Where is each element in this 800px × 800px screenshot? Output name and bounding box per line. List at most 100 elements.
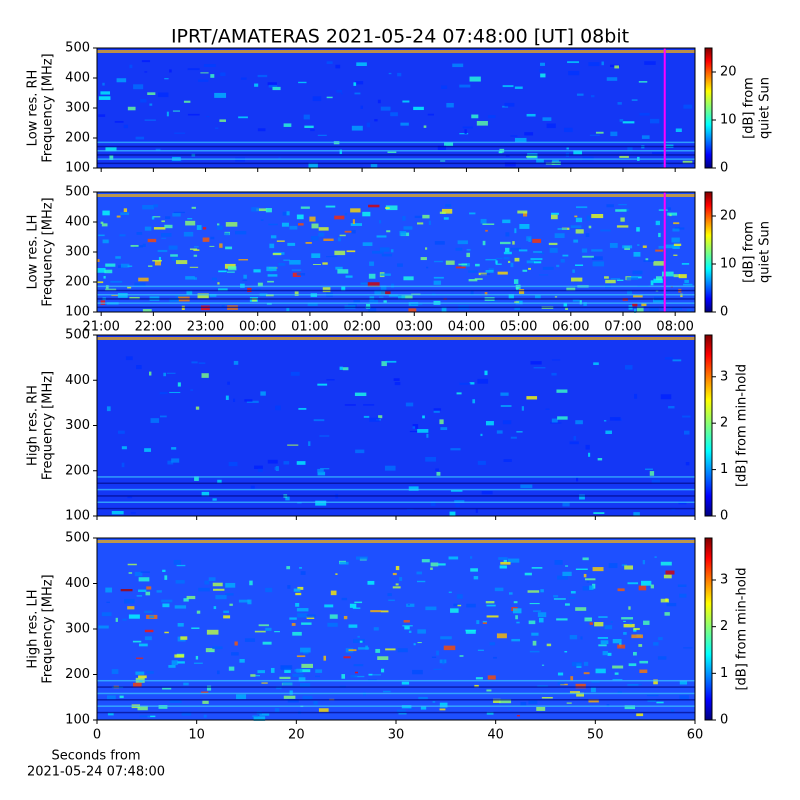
spectrogram-patch [195, 406, 200, 410]
spectrogram-patch [204, 580, 210, 585]
spectrogram-patch [189, 248, 198, 250]
spectrogram-patch [576, 93, 584, 96]
y-tick-label: 100 [65, 509, 90, 524]
spectrogram-patch [238, 259, 248, 261]
spectrogram-patch [428, 220, 431, 226]
spectrogram-patch [329, 614, 338, 619]
colorbar-tick-label: 0 [720, 713, 728, 728]
spectrogram-patch [576, 692, 584, 697]
spectrogram-patch [588, 225, 592, 229]
spectrogram-patch [149, 103, 153, 106]
spectrogram-patch [173, 211, 185, 214]
spectrogram-patch [378, 296, 384, 298]
spectrogram-patch [210, 74, 215, 78]
spectrogram-patch [609, 242, 618, 248]
spectrogram-patch [257, 282, 263, 287]
spectrogram-patch [363, 415, 370, 418]
spectrogram-patch [593, 512, 605, 515]
spectrogram-band [97, 162, 695, 165]
spectrogram-patch [591, 256, 603, 261]
spectrogram-patch [538, 617, 544, 623]
spectrogram-patch [107, 695, 116, 700]
spectrogram-patch [100, 91, 111, 95]
spectrogram-patch [221, 305, 225, 307]
spectrogram-patch [433, 260, 444, 263]
spectrogram-patch [185, 276, 195, 280]
spectrogram-patch [583, 672, 590, 675]
spectrogram-band [97, 679, 695, 682]
spectrogram-patch [318, 708, 329, 713]
spectrogram-patch [169, 69, 172, 73]
spectrogram-patch [341, 286, 346, 291]
spectrogram-patch [339, 561, 349, 565]
spectrogram-patch [348, 624, 358, 628]
spectrogram-patch [111, 510, 124, 515]
spectrogram-patch [673, 243, 682, 246]
y-tick-label: 200 [65, 463, 90, 478]
spectrogram-patch [440, 160, 446, 162]
spectrogram-patch [153, 216, 161, 218]
spectrogram-patch [142, 205, 154, 210]
spectrogram-patch [325, 205, 336, 208]
spectrogram-patch [682, 160, 693, 164]
spectrogram-patch [533, 251, 543, 253]
spectrogram-patch [205, 648, 215, 653]
spectrogram-patch [398, 295, 406, 300]
spectrogram-patch [597, 458, 603, 461]
spectrogram-patch [627, 683, 639, 686]
spectrogram-patch [583, 302, 587, 306]
spectrogram-patch [502, 219, 511, 224]
spectrogram-patch [285, 496, 290, 501]
spectrogram-patch [169, 699, 182, 703]
spectrogram-patch [212, 498, 217, 501]
spectrogram-patch [683, 430, 690, 435]
spectrogram-patch [665, 244, 675, 249]
spectrogram-patch [338, 237, 341, 242]
spectrogram-patch [622, 121, 635, 124]
spectrogram-patch [286, 211, 290, 216]
spectrogram-patch [575, 568, 588, 571]
spectrogram-patch [540, 73, 546, 78]
spectrogram-patch [569, 691, 580, 694]
spectrogram-patch [475, 677, 483, 680]
spectrogram-patch [340, 93, 343, 95]
spectrogram-patch [576, 477, 579, 482]
spectrogram-patch [344, 212, 348, 216]
spectrogram-patch [533, 610, 541, 612]
spectrogram-patch [369, 261, 374, 266]
spectrogram-patch [236, 694, 247, 700]
spectrogram-patch [228, 666, 235, 671]
spectrogram-patch [643, 260, 654, 262]
spectrogram-patch [322, 287, 331, 293]
spectrogram-patch [251, 297, 257, 302]
spectrogram-patch [431, 656, 437, 658]
spectrogram-patch [298, 407, 307, 410]
spectrogram-patch [540, 62, 546, 66]
spectrogram-patch [174, 654, 184, 658]
spectrogram-patch [654, 556, 657, 558]
spectrogram-patch [672, 359, 682, 362]
spectrogram-patch [128, 572, 133, 574]
spectrogram-patch [135, 671, 145, 675]
spectrogram-patch [660, 394, 672, 400]
spectrogram-patch [311, 223, 319, 229]
spectrogram-patch [125, 356, 133, 361]
spectrogram-patch [575, 217, 583, 223]
spectrogram-band [97, 507, 695, 510]
spectrogram-patch [503, 257, 510, 260]
spectrogram-patch [265, 208, 272, 213]
spectrogram-patch [554, 560, 563, 565]
spectrogram-patch [653, 642, 659, 646]
spectrogram-patch [473, 576, 479, 580]
spectrogram-patch [514, 86, 523, 89]
spectrogram-patch [516, 431, 523, 433]
spectrogram-patch [665, 570, 675, 575]
spectrogram-patch [653, 278, 663, 283]
spectrogram-patch [423, 125, 427, 128]
spectrogram-patch [140, 99, 147, 103]
spectrogram-patch [149, 371, 152, 376]
spectrogram-patch [157, 92, 169, 98]
spectrogram-patch [270, 235, 277, 239]
x-tick-label: 03:00 [396, 320, 433, 335]
spectrogram-patch [292, 673, 304, 677]
